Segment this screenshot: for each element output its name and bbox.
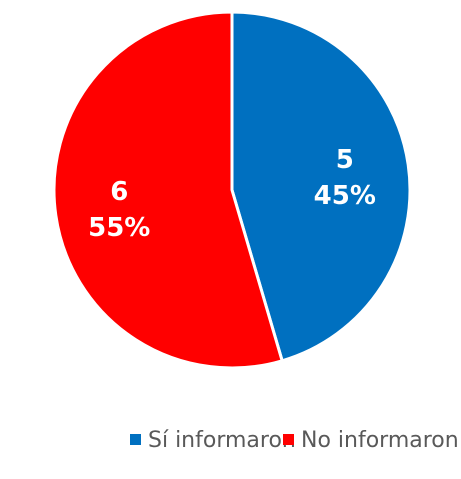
data-label: 5 45% xyxy=(314,145,376,211)
legend-label: Sí informaron xyxy=(148,428,296,453)
percent-label: 55% xyxy=(88,213,150,243)
legend-swatch xyxy=(283,434,294,445)
value-label: 6 xyxy=(110,177,128,207)
pie-slice xyxy=(52,10,285,370)
legend-swatch xyxy=(130,434,141,445)
legend-label: No informaron xyxy=(301,428,459,453)
data-label: 6 55% xyxy=(88,177,150,243)
pie-slice xyxy=(230,10,412,363)
percent-label: 45% xyxy=(314,181,376,211)
value-label: 5 xyxy=(336,145,354,175)
